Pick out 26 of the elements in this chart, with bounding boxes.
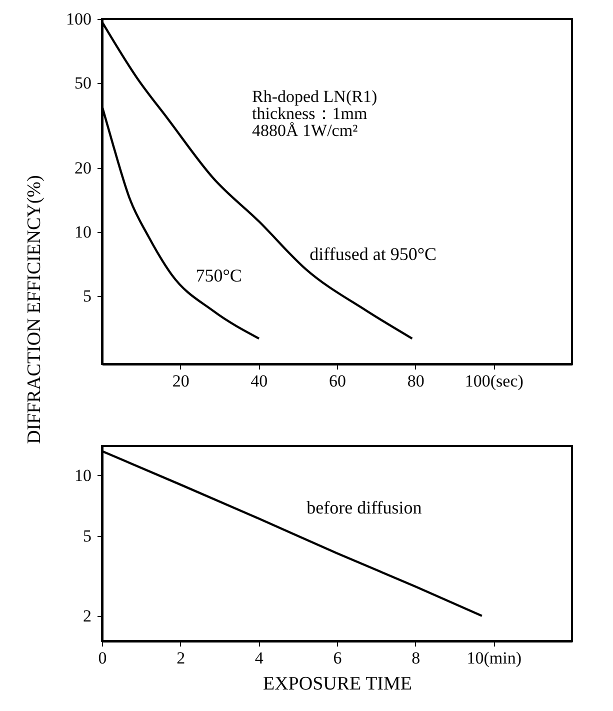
y-axis-title: DIFFRACTION EFFICIENCY(%) bbox=[24, 175, 45, 444]
y-tick-label: 2 bbox=[83, 606, 92, 626]
series-label: before diffusion bbox=[306, 498, 422, 518]
x-tick-label: 60 bbox=[329, 372, 346, 390]
series-label: diffused at 950°C bbox=[310, 244, 437, 264]
annotation: 4880Å 1W/cm² bbox=[252, 121, 358, 140]
annotation: Rh-doped LN(R1) bbox=[252, 87, 378, 106]
series-label: 750°C bbox=[196, 266, 242, 286]
x-tick-label: 20 bbox=[172, 372, 190, 390]
y-tick-label: 100 bbox=[66, 10, 92, 28]
y-tick-label: 5 bbox=[83, 526, 92, 546]
x-tick-label: 2 bbox=[176, 648, 186, 668]
y-tick-label: 5 bbox=[83, 286, 92, 306]
x-tick-label: 40 bbox=[250, 372, 268, 390]
x-tick-label: 0 bbox=[98, 648, 107, 668]
x-tick-label: 10(min) bbox=[466, 648, 522, 668]
x-axis-title: EXPOSURE TIME bbox=[262, 674, 412, 694]
x-tick-label: 8 bbox=[412, 648, 420, 668]
x-tick-label: 100(sec) bbox=[464, 372, 524, 390]
y-tick-label: 10 bbox=[74, 466, 92, 485]
x-tick-label: 6 bbox=[333, 648, 342, 668]
x-tick-label: 4 bbox=[254, 648, 264, 668]
y-tick-label: 50 bbox=[74, 74, 92, 93]
x-tick-label: 80 bbox=[407, 372, 424, 390]
y-tick-label: 10 bbox=[74, 222, 92, 242]
y-tick-label: 20 bbox=[74, 158, 92, 178]
